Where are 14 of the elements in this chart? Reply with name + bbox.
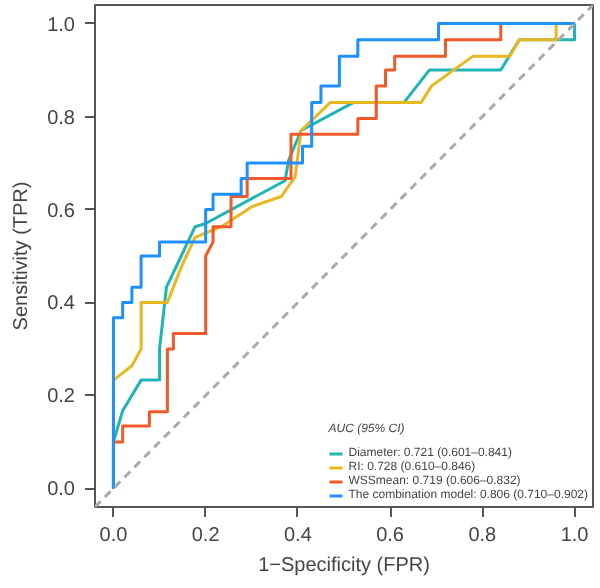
y-axis-title: Sensitivity (TPR) (11, 181, 34, 331)
y-tick-label: 1.0 (47, 14, 76, 37)
x-tick-label: 0.6 (376, 525, 405, 547)
y-tick-label: 0.4 (47, 293, 76, 316)
y-tick-label: 0.0 (47, 479, 76, 502)
x-tick-label: 0.0 (99, 525, 129, 547)
y-tick-label: 0.6 (47, 200, 76, 223)
y-tick-label: 0.2 (47, 386, 76, 409)
x-tick-label: 0.2 (191, 525, 221, 547)
x-tick-label: 0.8 (468, 525, 498, 547)
x-tick-label: 1.0 (560, 525, 590, 547)
y-tick-label: 0.8 (47, 107, 76, 130)
x-tick-label: 0.4 (283, 525, 313, 547)
x-axis-title: 1−Specificity (FPR) (258, 555, 430, 577)
